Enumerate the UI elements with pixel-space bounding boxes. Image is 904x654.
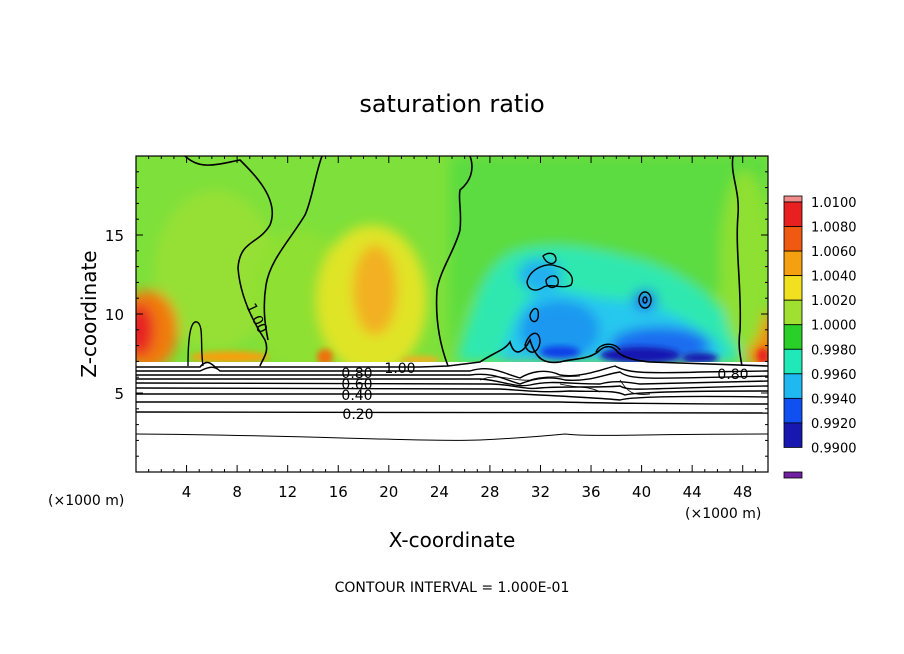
x-axis-label: X-coordinate (389, 528, 516, 552)
colorbar-label: 0.9940 (811, 392, 857, 407)
contour-label: 0.80 (341, 366, 372, 382)
contour-label: 0.20 (342, 407, 373, 423)
colorbar-labels: 1.0100 1.0080 1.0060 1.0040 1.0020 1.0000 0.99… (811, 196, 857, 456)
x-tick-label: 40 (632, 483, 651, 501)
contour-0-8 (136, 371, 768, 385)
y-axis-ticks: 5 10 15 (105, 171, 768, 457)
contour-1-peak (187, 321, 204, 367)
colorbar-label: 1.0000 (811, 319, 857, 334)
colorbar-cell (783, 275, 803, 301)
contour-1-mid (263, 156, 323, 341)
colorbar-label: 1.0100 (811, 196, 857, 211)
colorbar-cell (783, 422, 803, 448)
contour-1-center (435, 156, 473, 367)
x-axis-ticks: 4 8 12 16 20 24 28 32 36 40 44 48 (148, 156, 756, 501)
contour-0-1 (136, 433, 768, 441)
colorbar-label: 0.9960 (811, 368, 857, 383)
x-tick-label: 20 (379, 483, 398, 501)
colorbar-cell (783, 226, 803, 252)
plot-area: 1.00 1.00 0.80 0.60 0.40 0.20 0.80 4 8 12 1… (105, 155, 769, 501)
contour-label: 0.60 (341, 377, 372, 393)
contour-0-4 (136, 393, 768, 401)
colorbar-cells (783, 195, 803, 479)
contour-interval-note: CONTOUR INTERVAL = 1.000E-01 (335, 580, 570, 596)
colorbar-label: 0.9900 (811, 441, 857, 456)
contour-label: 0.40 (341, 388, 372, 404)
chart-title: saturation ratio (359, 90, 544, 118)
colorbar: 1.0100 1.0080 1.0060 1.0040 1.0020 1.0000 0.99… (783, 195, 857, 479)
contour-1-base (136, 337, 768, 368)
y-tick-label: 10 (105, 306, 124, 324)
lower-layer (136, 362, 768, 472)
contour-1-left (184, 156, 273, 367)
y-tick-label: 15 (105, 227, 124, 245)
colorbar-cell (783, 201, 803, 227)
x-tick-label: 24 (430, 483, 449, 501)
colorbar-cell (783, 348, 803, 375)
field-blobs (136, 156, 768, 375)
field-details (190, 346, 768, 365)
x-tick-label: 48 (733, 483, 752, 501)
contour-1-right (731, 156, 743, 367)
contour-0-6 (136, 382, 768, 390)
contour-label: 1.00 (384, 361, 415, 377)
x-unit-label-right: (×1000 m) (685, 506, 761, 522)
contour-lines (136, 156, 768, 441)
contour-0-3 (136, 401, 768, 405)
colorbar-cell (783, 397, 803, 424)
contour-0-5 (136, 387, 768, 396)
x-tick-label: 44 (683, 483, 702, 501)
x-unit-label-left: (×1000 m) (48, 493, 124, 509)
x-tick-label: 32 (531, 483, 550, 501)
contour-label: 0.80 (717, 367, 748, 383)
x-tick-label: 8 (232, 483, 242, 501)
colorbar-label: 1.0020 (811, 294, 857, 309)
contour-0-7 (136, 378, 768, 387)
heatmap-field: 1.00 1.00 0.80 0.60 0.40 0.20 0.80 (136, 156, 768, 472)
contour-islands (524, 252, 652, 353)
y-axis-label: Z-coordinate (77, 250, 101, 377)
colorbar-cell (783, 195, 803, 203)
x-tick-label: 12 (278, 483, 297, 501)
colorbar-label: 1.0060 (811, 245, 857, 260)
contour-0-9 (136, 365, 768, 379)
x-tick-label: 36 (581, 483, 600, 501)
contour-label-group: 1.00 1.00 0.80 0.60 0.40 0.20 0.80 (242, 301, 748, 423)
colorbar-label: 1.0080 (811, 221, 857, 236)
x-tick-label: 16 (329, 483, 348, 501)
colorbar-label: 0.9980 (811, 343, 857, 358)
colorbar-cell (783, 299, 803, 326)
colorbar-label: 0.9920 (811, 417, 857, 432)
colorbar-cell (783, 373, 803, 399)
y-tick-label: 5 (114, 385, 124, 403)
x-tick-label: 28 (480, 483, 499, 501)
contour-0-2 (136, 411, 768, 414)
colorbar-label: 1.0040 (811, 270, 857, 285)
contour-interior (479, 375, 651, 395)
colorbar-cell (783, 324, 803, 350)
x-tick-label: 4 (182, 483, 192, 501)
colorbar-cell (783, 471, 803, 479)
colorbar-cell (783, 250, 803, 277)
